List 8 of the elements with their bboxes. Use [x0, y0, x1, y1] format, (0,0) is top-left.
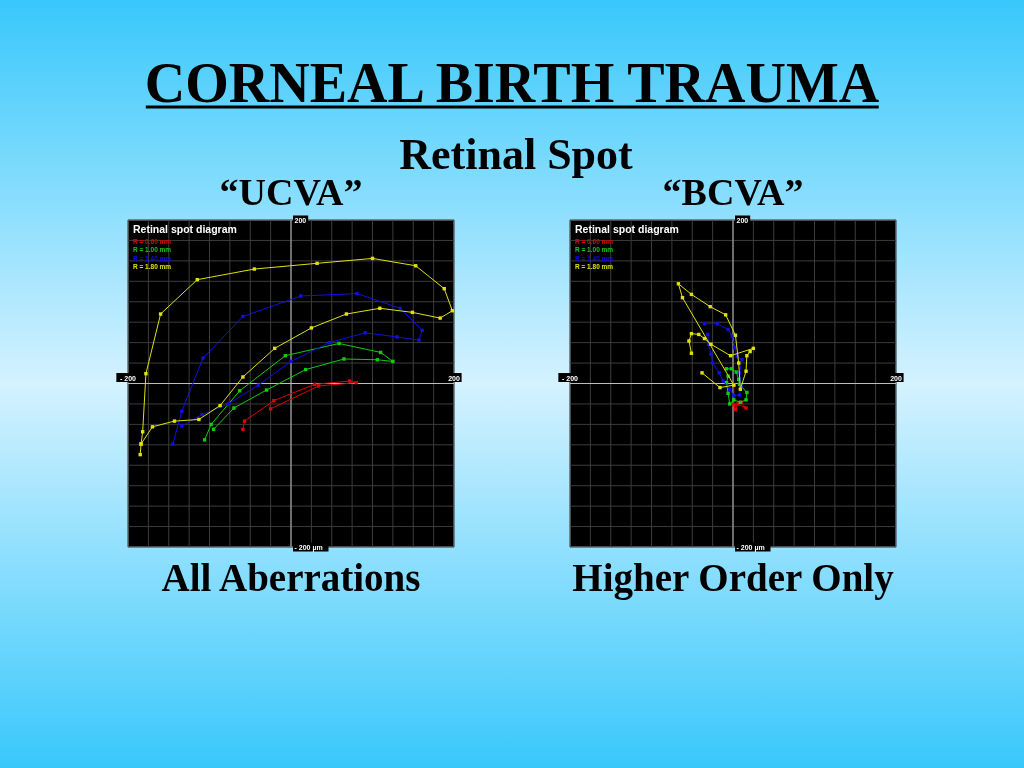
text: Retinal Spot: [399, 130, 634, 179]
chart-subtitle: Retinal spot diagram: [133, 223, 237, 235]
chart-title: “BCVA”: [662, 171, 804, 213]
chart-title: “UCVA”: [219, 171, 363, 213]
text: Higher Order Only: [572, 556, 895, 600]
chart-subtitle: Retinal spot diagram: [575, 223, 679, 235]
text: CORNEAL BIRTH TRAUMA: [144, 52, 880, 114]
text: All Aberrations: [161, 556, 421, 599]
